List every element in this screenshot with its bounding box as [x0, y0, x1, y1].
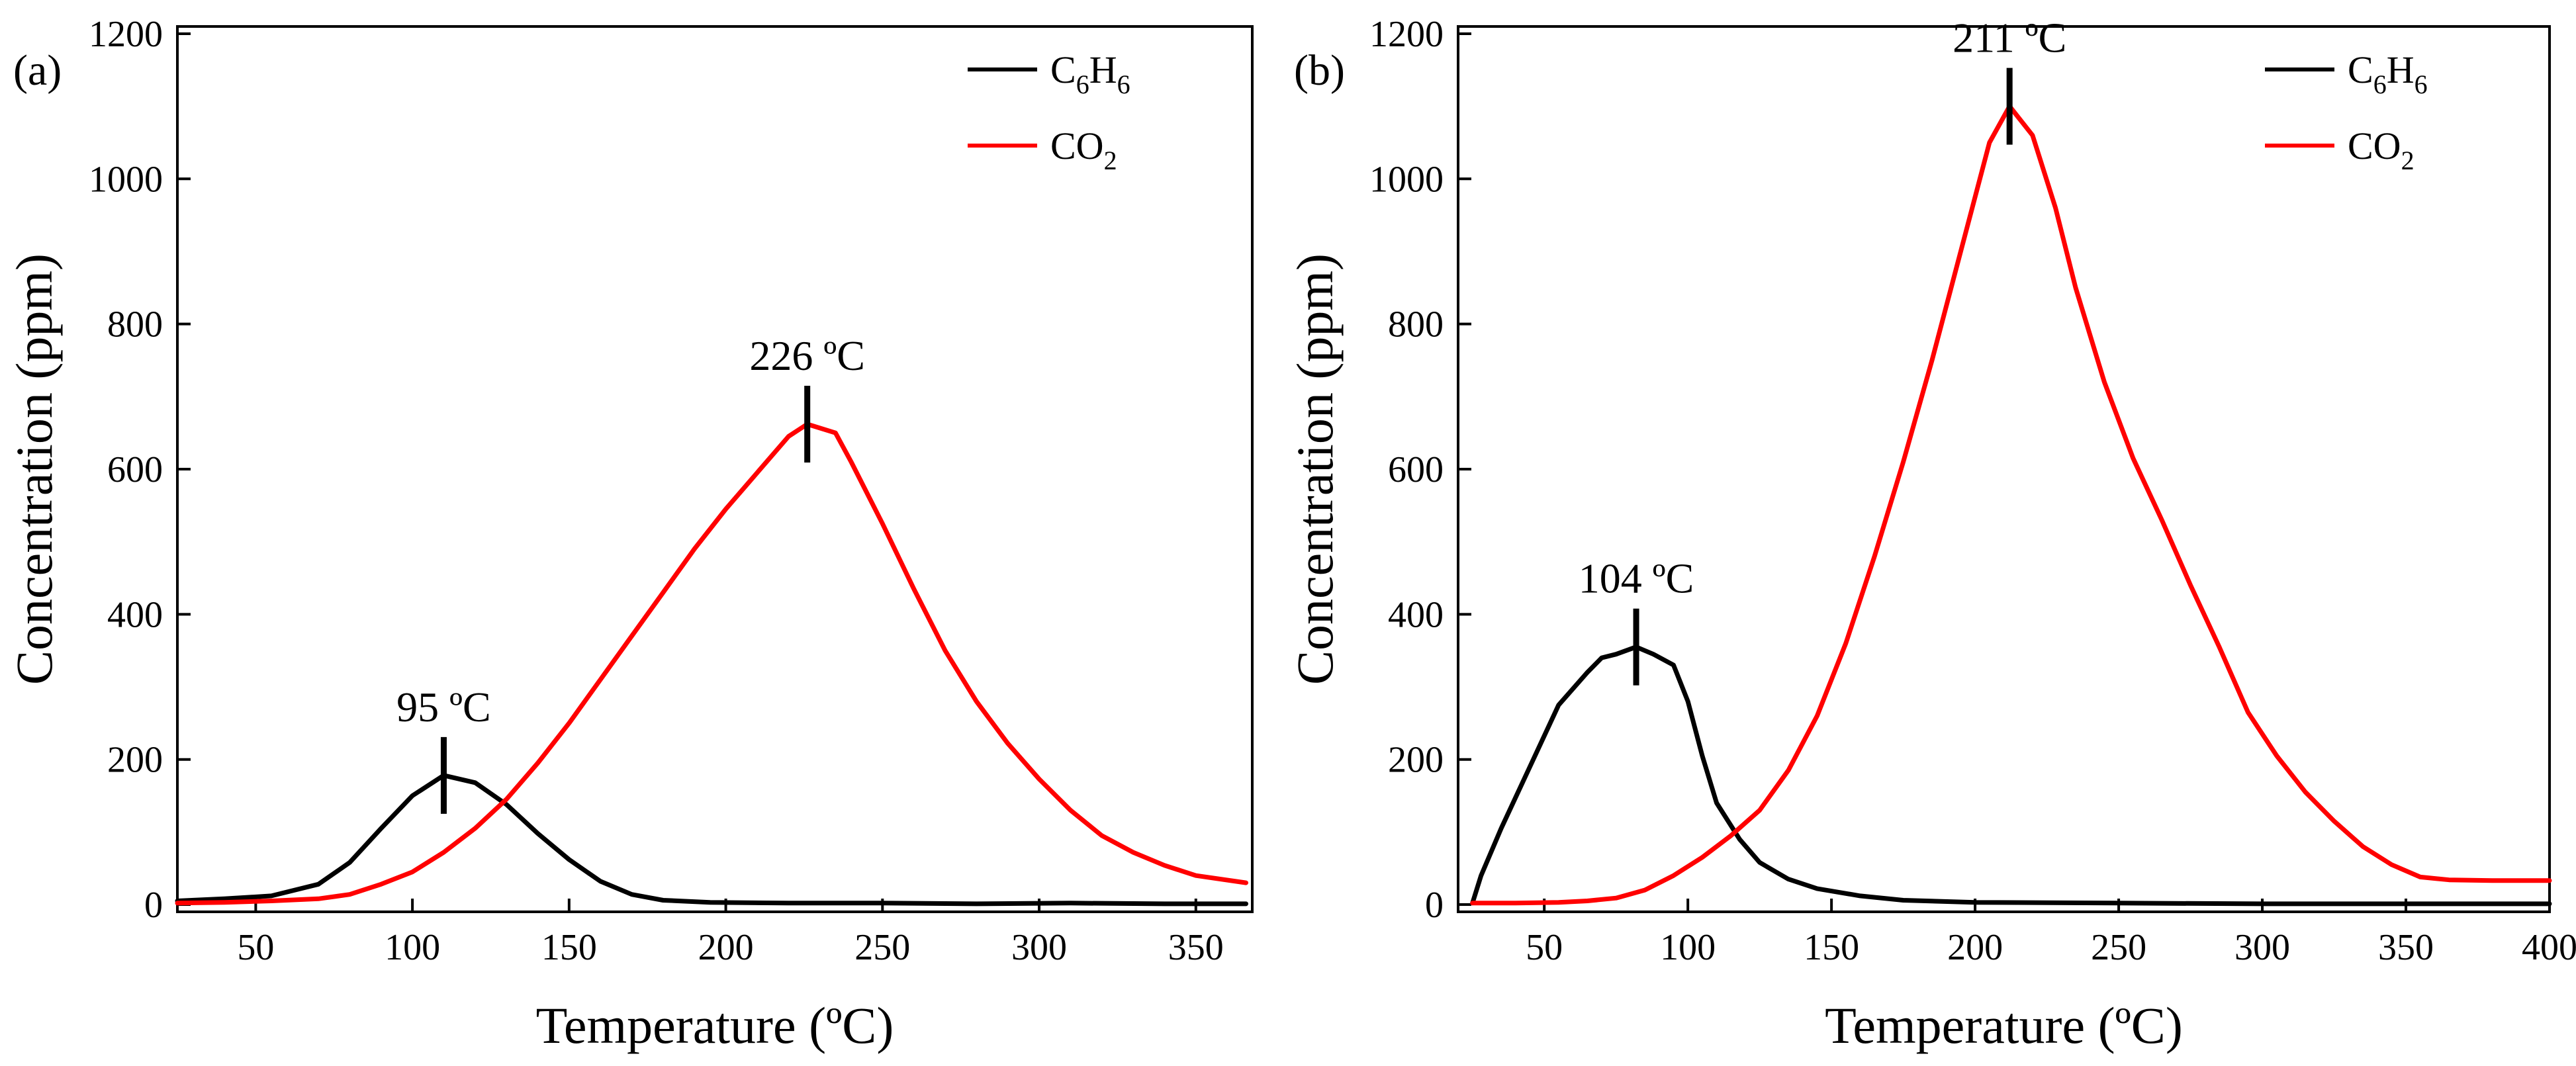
x-tick-label: 50 [237, 927, 274, 968]
y-axis-title: Concentration (ppm) [5, 253, 63, 685]
legend-label-co2: CO2 [2348, 124, 2415, 175]
series-line-co2 [175, 422, 1248, 906]
peak-annotation: 95 ºC [396, 684, 491, 731]
x-tick-label: 250 [854, 927, 910, 968]
series-line-c6h6 [1470, 644, 2552, 907]
panel-a: 50 100 150 200 250 300 350 0 200 400 600 800 1000 120… [5, 14, 1254, 1054]
legend-main: C [2348, 48, 2373, 91]
legend-label-c6h6: C6H6 [1050, 48, 1130, 99]
y-tick-label: 400 [1388, 594, 1444, 635]
x-axis-title: Temperature (ºC) [536, 997, 894, 1054]
y-tick-label: 200 [1388, 740, 1444, 781]
y-tick-label: 600 [1388, 449, 1444, 490]
y-tick-label: 1200 [1369, 14, 1444, 55]
legend-label-c6h6: C6H6 [2348, 48, 2428, 99]
panel-label: (a) [13, 46, 62, 95]
legend-main: C [1050, 48, 1076, 91]
legend-subscript: 6 [1076, 69, 1089, 99]
x-tick-label: 350 [1168, 927, 1224, 968]
legend-subscript: 6 [1117, 69, 1130, 99]
y-tick-label: 0 [144, 885, 163, 926]
legend-label-co2: CO2 [1050, 124, 1117, 175]
legend-subscript: 2 [2401, 146, 2415, 175]
series-line-c6h6 [175, 773, 1248, 907]
x-tick-label: 150 [1804, 927, 1859, 968]
panel-b: 50 100 150 200 250 300 350 400 0 200 400 600 800 1000… [1286, 14, 2576, 1054]
legend-subscript: 6 [2373, 69, 2387, 99]
y-tick-label: 0 [1425, 885, 1444, 926]
legend-main: CO [1050, 124, 1104, 167]
y-tick-label: 600 [107, 449, 163, 490]
x-tick-label: 250 [2091, 927, 2146, 968]
x-tick-label: 50 [1526, 927, 1563, 968]
legend-subscript: 6 [2415, 69, 2428, 99]
x-tick-label: 400 [2522, 927, 2576, 968]
peak-annotation: 226 ºC [749, 332, 865, 379]
x-tick-label: 200 [698, 927, 754, 968]
x-tick-label: 350 [2378, 927, 2434, 968]
panel-label: (b) [1294, 46, 1345, 95]
x-tick-label: 100 [1660, 927, 1716, 968]
y-tick-label: 1000 [89, 159, 163, 200]
y-tick-label: 1000 [1369, 159, 1444, 200]
x-tick-label: 100 [385, 927, 440, 968]
x-tick-label: 300 [1011, 927, 1067, 968]
x-tick-label: 300 [2234, 927, 2290, 968]
y-tick-label: 200 [107, 740, 163, 781]
x-tick-label: 200 [1947, 927, 2003, 968]
y-tick-label: 400 [107, 594, 163, 635]
legend-subscript: 2 [1104, 146, 1117, 175]
x-axis-title: Temperature (ºC) [1825, 997, 2183, 1054]
peak-annotation: 104 ºC [1579, 555, 1694, 602]
y-tick-label: 800 [107, 304, 163, 345]
series-line-co2 [1470, 104, 2552, 906]
y-tick-label: 1200 [89, 14, 163, 55]
x-tick-label: 150 [541, 927, 597, 968]
peak-annotation: 211 ºC [1953, 15, 2066, 62]
legend-main: CO [2348, 124, 2401, 167]
y-axis-title: Concentration (ppm) [1286, 253, 1344, 685]
y-tick-label: 800 [1388, 304, 1444, 345]
legend-main: H [2387, 48, 2415, 91]
legend-main: H [1089, 48, 1117, 91]
